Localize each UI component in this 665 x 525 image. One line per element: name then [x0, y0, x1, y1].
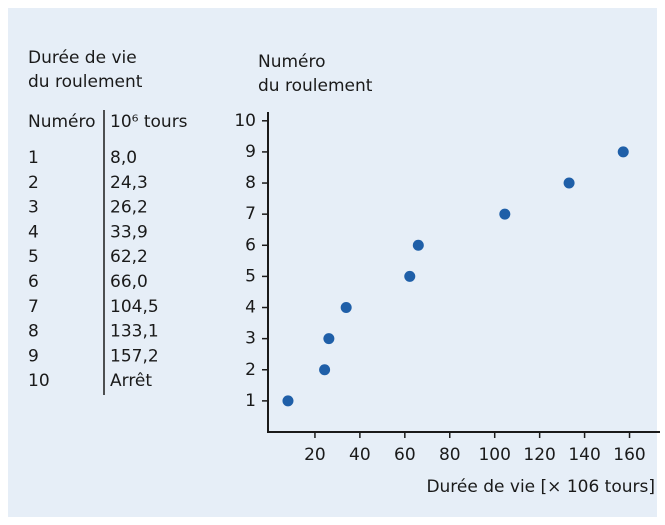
table-cell: 4 [28, 222, 39, 242]
y-tick-label: 5 [245, 266, 256, 286]
y-axis-label: Numéro [258, 52, 326, 72]
table-title: du roulement [28, 72, 143, 92]
point [563, 177, 575, 189]
point [340, 302, 352, 314]
x-tick-label: 20 [304, 445, 326, 465]
y-tick-label: 3 [245, 329, 256, 349]
column-header: Numéro [28, 112, 96, 132]
y-tick-label: 7 [245, 204, 256, 224]
table-cell: 10 [28, 371, 50, 391]
x-tick-label: 160 [613, 445, 645, 465]
point [282, 395, 294, 407]
table-cell: 5 [28, 247, 39, 267]
table-cell: 8,0 [110, 148, 137, 168]
point [323, 333, 335, 345]
table-cell: 62,2 [110, 247, 148, 267]
point [404, 270, 416, 282]
point [499, 208, 511, 220]
x-tick-label: 100 [478, 445, 510, 465]
table-cell: 104,5 [110, 297, 159, 317]
column-header: 10⁶ tours [110, 112, 188, 132]
y-tick-label: 8 [245, 173, 256, 193]
point [319, 364, 331, 376]
x-axis-label: Durée de vie [× 106 tours] [426, 477, 655, 497]
y-tick-label: 9 [245, 142, 256, 162]
table-cell: 8 [28, 322, 39, 342]
table-cell: 3 [28, 198, 39, 218]
table-title: Durée de vie [28, 48, 137, 68]
x-tick-label: 60 [394, 445, 416, 465]
table-cell: 26,2 [110, 198, 148, 218]
table-cell: 2 [28, 173, 39, 193]
table-cell: 157,2 [110, 346, 159, 366]
table-cell: Arrêt [110, 371, 152, 391]
y-tick-label: 10 [234, 111, 256, 131]
x-tick-label: 140 [568, 445, 600, 465]
table-cell: 7 [28, 297, 39, 317]
point [412, 239, 424, 251]
x-tick-label: 80 [439, 445, 461, 465]
table-cell: 24,3 [110, 173, 148, 193]
table-cell: 9 [28, 346, 39, 366]
y-tick-label: 4 [245, 298, 256, 318]
y-axis-label: du roulement [258, 76, 373, 96]
x-tick-label: 120 [523, 445, 555, 465]
y-tick-label: 2 [245, 360, 256, 380]
point [617, 146, 629, 158]
table-cell: 33,9 [110, 222, 148, 242]
table-cell: 6 [28, 272, 39, 292]
table-cell: 1 [28, 148, 39, 168]
x-tick-label: 40 [349, 445, 371, 465]
table-cell: 133,1 [110, 322, 159, 342]
table-cell: 66,0 [110, 272, 148, 292]
y-tick-label: 6 [245, 235, 256, 255]
y-tick-label: 1 [245, 391, 256, 411]
